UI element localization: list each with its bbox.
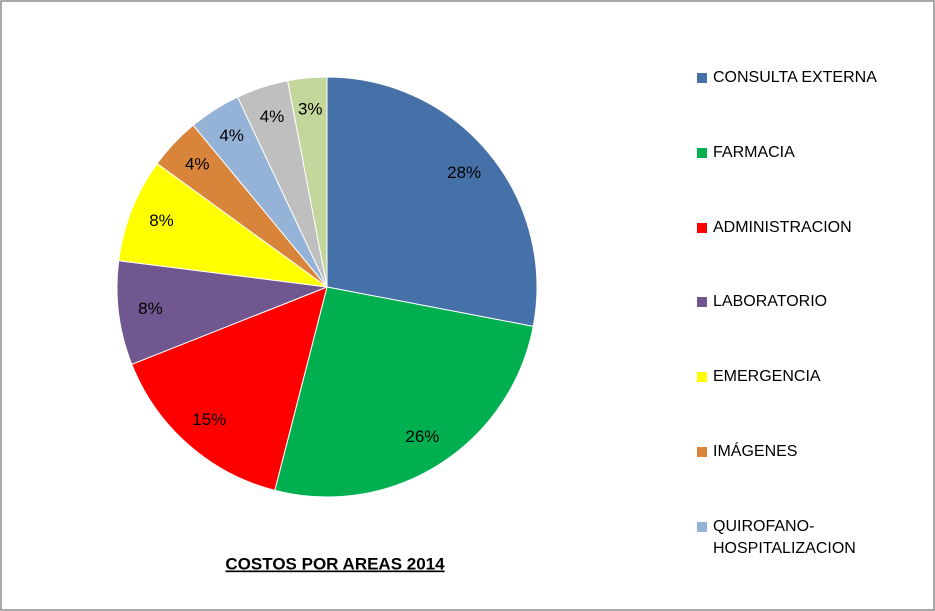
data-label: 15% — [192, 410, 226, 429]
legend-label: IMÁGENES — [713, 443, 798, 460]
data-label: 8% — [149, 211, 174, 230]
data-label: 4% — [260, 107, 285, 126]
data-label: 26% — [405, 427, 439, 446]
legend-label: CONSULTA EXTERNA — [713, 69, 877, 86]
legend-label: QUIROFANO-HOSPITALIZACION — [713, 517, 856, 557]
legend-label: LABORATORIO — [713, 293, 828, 311]
legend-swatch — [697, 147, 707, 158]
legend-swatch — [697, 521, 707, 532]
pie-slice — [131, 286, 328, 492]
data-label: 28% — [447, 163, 481, 182]
pie-slice — [274, 286, 534, 498]
pie-slice — [116, 260, 328, 365]
legend-swatch — [697, 447, 707, 457]
data-label: 8% — [138, 299, 163, 318]
pie-slice — [287, 76, 328, 288]
legend-swatch — [697, 73, 707, 83]
data-label: 4% — [219, 126, 244, 145]
legend-label: ADMINISTRACION — [713, 218, 852, 236]
pie-slice — [118, 162, 328, 288]
legend-swatch — [697, 222, 707, 233]
pie-slice — [326, 76, 538, 327]
data-label: 4% — [185, 155, 210, 174]
legend-label: EMERGENCIA — [713, 368, 821, 386]
chart-title: COSTOS POR AREAS 2014 — [225, 554, 445, 573]
legend-swatch — [697, 372, 707, 383]
data-label: 3% — [298, 99, 323, 118]
legend-swatch — [697, 297, 707, 308]
legend-label: FARMACIA — [713, 143, 795, 161]
